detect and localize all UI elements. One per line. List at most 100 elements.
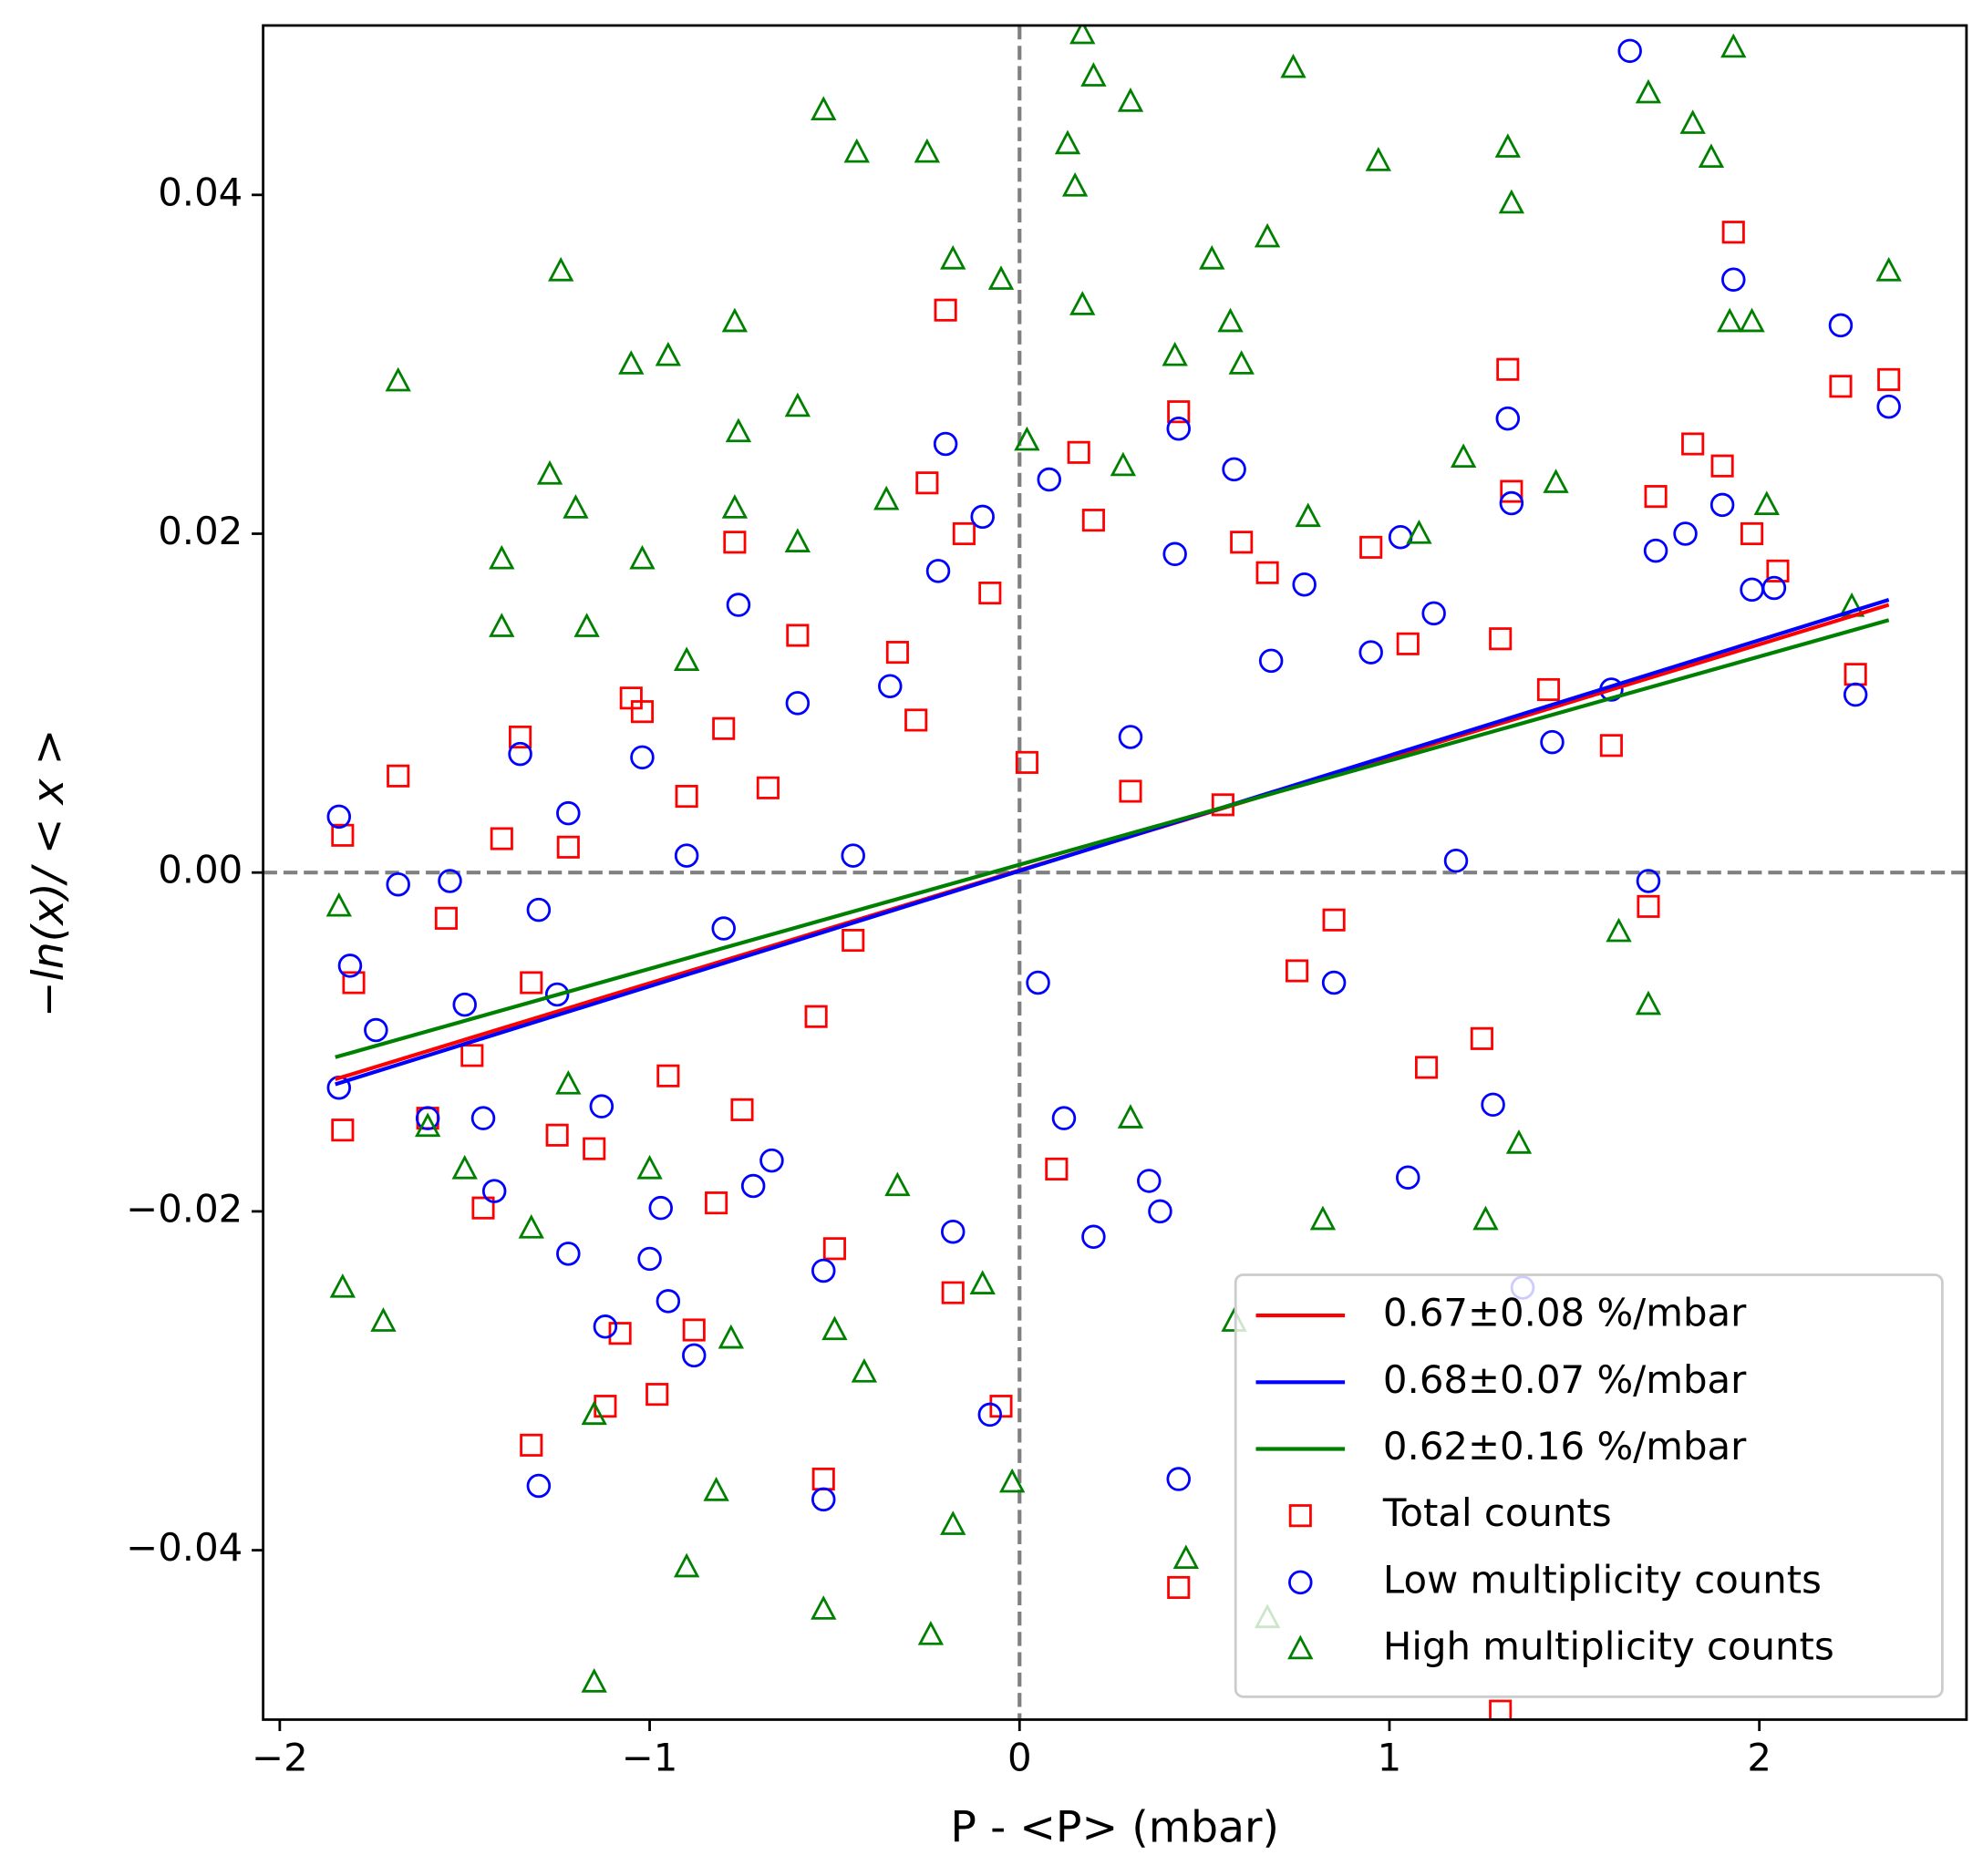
square-marker xyxy=(941,1281,965,1304)
legend-label: 0.68±0.07 %/mbar xyxy=(1383,1357,1747,1402)
circle-marker xyxy=(1443,848,1469,873)
triangle-marker xyxy=(940,244,966,270)
square-marker xyxy=(520,1433,543,1457)
triangle-marker xyxy=(325,892,352,917)
triangle-marker xyxy=(563,494,589,519)
circle-marker xyxy=(1358,640,1383,665)
triangle-marker xyxy=(1543,469,1569,493)
triangle-marker xyxy=(1162,341,1188,366)
circle-marker xyxy=(682,1343,707,1368)
square-marker xyxy=(509,725,532,749)
square-marker xyxy=(1396,632,1420,655)
circle-marker xyxy=(544,982,570,1007)
circle-marker xyxy=(711,916,736,941)
circle-marker xyxy=(933,431,958,457)
plot-frame xyxy=(262,24,1968,1721)
legend-label: High multiplicity counts xyxy=(1383,1624,1834,1669)
square-marker xyxy=(1644,485,1668,509)
circle-marker xyxy=(1166,1467,1191,1491)
square-marker xyxy=(1496,357,1520,381)
triangle-marker xyxy=(1635,990,1662,1015)
square-marker xyxy=(822,1237,846,1261)
y-tick-label: 0.02 xyxy=(158,509,243,553)
legend: 0.67±0.08 %/mbar 0.68±0.07 %/mbar 0.62±0.1… xyxy=(1234,1273,1944,1698)
square-marker xyxy=(1766,559,1790,582)
triangle-marker xyxy=(725,417,752,443)
triangle-marker xyxy=(1117,1104,1144,1129)
circle-marker xyxy=(526,897,552,923)
triangle-marker xyxy=(629,544,656,570)
square-marker xyxy=(1536,677,1560,702)
triangle-marker xyxy=(884,1171,911,1197)
circle-marker xyxy=(589,1094,615,1118)
circle-marker xyxy=(1540,729,1565,755)
circle-marker xyxy=(1166,417,1191,441)
square-marker xyxy=(756,776,780,799)
triangle-marker xyxy=(1606,917,1632,943)
square-marker xyxy=(1119,779,1142,803)
square-marker xyxy=(630,700,655,724)
x-tick-label: −2 xyxy=(252,1736,308,1780)
circle-marker xyxy=(925,559,951,583)
circle-marker xyxy=(1051,1106,1077,1130)
circle-marker xyxy=(481,1179,507,1203)
fit-line xyxy=(335,597,1890,1087)
circle-marker xyxy=(977,1402,1003,1428)
square-marker xyxy=(712,716,736,740)
square-marker xyxy=(1414,1056,1439,1079)
circle-marker xyxy=(508,741,532,767)
square-marker xyxy=(682,1318,706,1342)
circle-marker xyxy=(1258,648,1284,674)
triangle-marker xyxy=(940,1510,966,1535)
triangle-marker xyxy=(1069,25,1096,45)
circle-marker xyxy=(648,1195,673,1221)
triangle-marker xyxy=(1117,88,1144,112)
triangle-marker xyxy=(1498,189,1525,214)
triangle-marker xyxy=(1472,1205,1499,1231)
triangle-marker xyxy=(1720,33,1747,58)
square-marker xyxy=(915,471,939,495)
circle-marker xyxy=(1292,572,1317,597)
triangle-marker xyxy=(1217,307,1244,333)
square-marker xyxy=(1067,440,1090,464)
y-tick-label: −0.04 xyxy=(126,1525,243,1570)
square-marker xyxy=(978,581,1002,605)
circle-marker xyxy=(1026,970,1050,995)
square-marker xyxy=(646,1383,669,1407)
triangle-marker xyxy=(1505,1129,1533,1154)
square-marker xyxy=(460,1044,484,1067)
triangle-marker xyxy=(998,1468,1026,1493)
square-marker xyxy=(342,971,366,995)
triangle-marker xyxy=(718,1324,744,1349)
circle-marker xyxy=(1137,1169,1162,1193)
square-marker xyxy=(1721,221,1745,244)
triangle-marker xyxy=(1061,171,1089,197)
square-marker xyxy=(1230,531,1254,554)
triangle-marker xyxy=(703,1477,729,1501)
circle-marker xyxy=(1843,682,1868,707)
square-marker xyxy=(730,1098,754,1121)
triangle-marker xyxy=(987,265,1015,290)
square-marker xyxy=(1500,479,1523,503)
triangle-marker xyxy=(1014,426,1040,451)
triangle-marker xyxy=(489,544,515,570)
square-marker xyxy=(1470,1026,1493,1050)
square-marker xyxy=(952,521,976,546)
triangle-marker xyxy=(811,96,837,121)
x-tick-label: 1 xyxy=(1378,1736,1402,1780)
square-marker xyxy=(434,906,458,930)
triangle-marker xyxy=(548,256,574,282)
triangle-marker xyxy=(1110,451,1137,477)
circle-marker xyxy=(637,1246,662,1272)
triangle-marker xyxy=(1172,1544,1200,1570)
square-marker xyxy=(1359,535,1383,559)
triangle-marker xyxy=(1365,147,1391,171)
circle-marker xyxy=(1499,490,1524,516)
square-marker xyxy=(842,928,865,953)
square-marker xyxy=(904,708,928,732)
triangle-marker xyxy=(673,646,700,672)
triangle-marker xyxy=(370,1307,397,1332)
triangle-marker xyxy=(414,1112,441,1138)
triangle-marker xyxy=(851,1357,878,1383)
square-marker xyxy=(1045,1157,1069,1180)
